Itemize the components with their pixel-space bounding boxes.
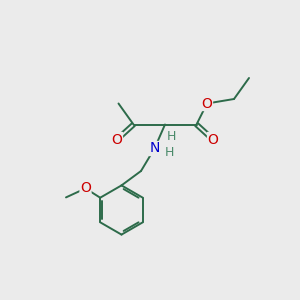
- Text: N: N: [149, 142, 160, 155]
- Text: O: O: [80, 182, 91, 195]
- Text: O: O: [202, 97, 212, 110]
- Text: O: O: [208, 133, 218, 146]
- Text: O: O: [112, 133, 122, 146]
- Text: H: H: [166, 130, 176, 143]
- Text: H: H: [165, 146, 174, 159]
